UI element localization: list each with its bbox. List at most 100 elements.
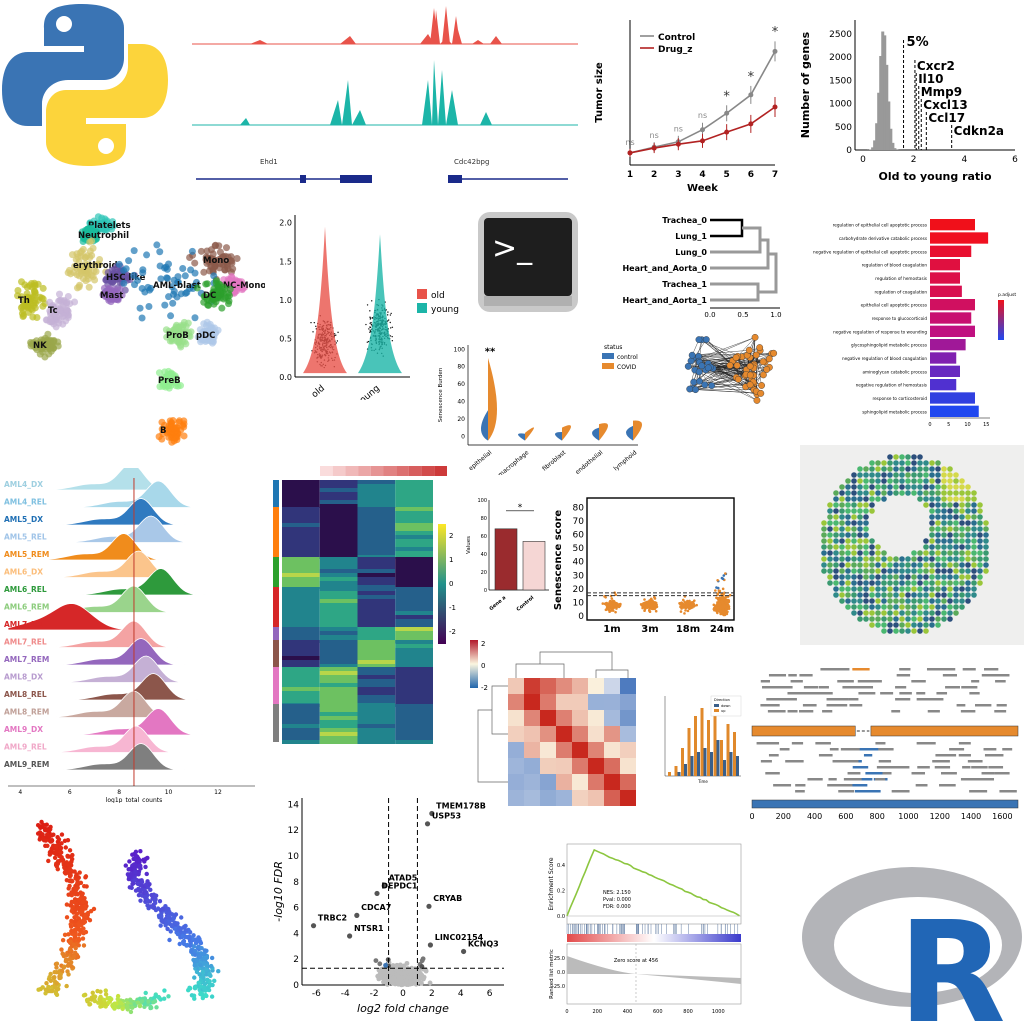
dendro-leaf-label: Heart_and_Aorta_0 [622,264,707,273]
tumor-x-tick: 6 [748,170,754,180]
trajectory-point [79,892,85,898]
spatial-spot [977,502,983,508]
read-segment [911,680,926,683]
spatial-spot [899,562,905,568]
heat-cell [319,500,358,504]
heat-cell [319,671,358,675]
violin-jitter-point [369,326,372,329]
spatial-spot [935,586,941,592]
heat-cell [357,603,396,607]
sens-point [642,605,646,609]
ridge-density [8,638,255,666]
network-edge [756,354,764,375]
trajectory-point [201,951,206,957]
trajectory-point [160,906,166,911]
heat-cell [282,720,320,724]
heat-cell [395,607,433,611]
ratio-y-tick: 2000 [829,53,852,63]
ridge-label: AML4_DX [4,480,43,489]
trajectory-point [70,852,75,858]
spatial-spot [839,508,845,514]
spatial-spot [851,556,857,562]
sens-point [611,609,615,612]
spatial-spot [947,544,953,550]
spatial-spot [929,580,935,586]
umap-point [47,318,55,326]
ridge-x-label: log1p_total_counts [106,797,163,803]
heat-cell [357,543,396,547]
trajectory-point [188,943,193,948]
umap-point [31,289,39,297]
umap-point [26,282,34,290]
violin-jitter-point [391,326,394,328]
trajectory-point [40,985,45,990]
spatial-spot [863,544,869,550]
spatial-spot [863,604,869,610]
heat-cell [357,515,396,519]
spatial-spot [983,538,989,544]
trajectory-point [197,954,202,959]
heat-cell [357,644,396,648]
umap-point [191,259,199,267]
heat-cell [282,496,320,500]
spatial-spot [893,592,899,598]
violin-shape [303,226,347,374]
spatial-spot [929,622,935,628]
trajectory-point [126,867,131,872]
spatial-spot [857,520,863,526]
reads-x-tick: 0 [749,812,754,821]
spatial-spot [875,598,881,604]
sens-point [685,604,689,608]
trajectory-point [79,919,85,925]
umap-point [120,266,128,274]
umap-point [212,277,220,285]
umap-point [136,304,144,312]
spatial-spot [893,598,899,604]
trajectory-point [82,895,87,901]
spatial-spot [845,478,851,484]
corr-cell [540,742,556,758]
umap-point [45,350,53,358]
sens-point [649,603,652,607]
spatial-spot [875,604,881,610]
spatial-spot [863,562,869,568]
sens-point [647,609,651,612]
spatial-spot [839,574,845,580]
trajectory-point [154,1005,159,1010]
spatial-spot [827,508,833,514]
heat-cell [357,519,396,523]
spatial-spot [965,526,971,532]
spatial-spot [971,526,977,532]
spatial-spot [977,544,983,550]
spatial-spot [893,616,899,622]
spatial-spot [863,550,869,556]
sens-point [684,606,688,610]
spatial-spot [929,574,935,580]
spatial-spot [977,556,983,562]
read-segment [936,692,948,695]
volc-x-tick: -6 [312,989,321,999]
heat-cell [395,699,433,703]
dir-legend-label: down [721,704,730,708]
heat-cell [395,716,433,720]
read-segment [911,772,926,775]
spatial-spot [959,502,965,508]
heat-cell [395,691,433,695]
sens-point [722,574,726,577]
heat-cell [395,587,433,591]
spatial-spot [851,568,857,574]
read-segment [976,778,995,781]
trajectory-point [92,998,98,1004]
ratio-hist-bar [879,55,883,150]
spatial-spot [983,526,989,532]
heat-col-annotation [408,466,422,476]
sens-point [654,606,657,610]
heat-colorbar-tick: 0 [449,580,453,588]
senv-legend-label: control [617,354,638,361]
umap-point [203,295,211,303]
spatial-spot [917,490,923,496]
umap-point [49,301,57,309]
network-node [692,386,699,394]
read-segment [941,772,957,775]
heat-cell [282,728,320,732]
